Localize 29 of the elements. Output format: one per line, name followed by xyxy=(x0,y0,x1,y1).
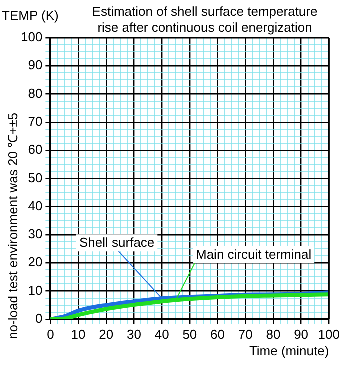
y-tick-label: 70 xyxy=(28,114,43,129)
y-tick-label: 60 xyxy=(28,142,43,158)
text: Estimation of shell surface temperature xyxy=(92,4,318,19)
x-tick-label: 60 xyxy=(210,326,226,342)
y-tick-label: 10 xyxy=(28,282,43,298)
text: Main circuit terminal xyxy=(196,246,312,262)
x-axis-title: Time (minute) xyxy=(249,343,330,358)
y-tick-label: 100 xyxy=(20,30,43,45)
y-tick-label: 30 xyxy=(28,226,43,242)
x-tick-label: 50 xyxy=(182,326,198,342)
x-tick-label: 0 xyxy=(47,326,54,342)
x-tick-label: 100 xyxy=(318,326,340,342)
text: rise after continuous coil energization xyxy=(98,20,312,35)
x-tick-label: 30 xyxy=(126,326,142,342)
y-tick-label: 90 xyxy=(28,58,43,73)
y-tick-label: 80 xyxy=(28,86,43,101)
x-tick-label: 20 xyxy=(99,326,114,342)
x-tick-label: 80 xyxy=(266,326,281,342)
y-tick-label: 50 xyxy=(28,170,43,186)
x-tick-label: 70 xyxy=(238,326,253,342)
y-tick-label: 20 xyxy=(28,254,43,270)
text: no-load test environment was 20 ℃+±5 xyxy=(6,112,21,340)
y-axis-title: TEMP (K) xyxy=(2,8,59,23)
text: Shell surface xyxy=(80,235,155,250)
y-tick-label: 0 xyxy=(35,310,43,326)
x-tick-label: 10 xyxy=(71,326,86,342)
x-tick-label: 90 xyxy=(294,326,309,342)
x-tick-label: 40 xyxy=(154,326,170,342)
y-tick-label: 40 xyxy=(28,198,43,214)
